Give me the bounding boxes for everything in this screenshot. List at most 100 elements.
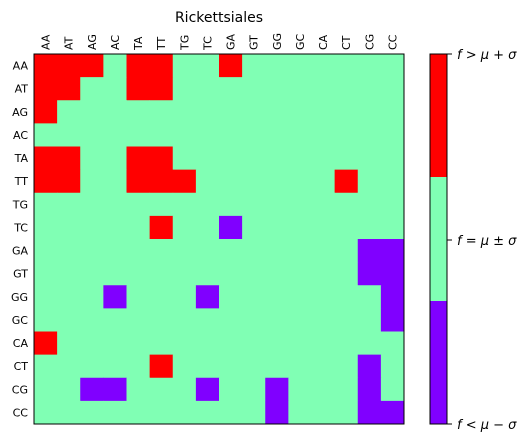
x-tick-label-cc: CC [386,34,399,50]
y-tick-label-tg: TG [12,198,28,211]
heatmap-cell-ct-gg [265,354,289,379]
heatmap-cell-cg-gg [265,377,289,402]
heatmap-cell-at-ca [311,77,336,101]
heatmap-cell-gt-aa [34,262,58,286]
heatmap-cell-ga-ag [80,239,104,263]
heatmap-cell-tt-cg [357,169,382,194]
heatmap-cell-ac-at [57,123,81,147]
heatmap-cell-ac-cc [380,123,405,147]
heatmap-cell-tg-ga [219,192,243,217]
heatmap-cell-ac-ca [311,123,336,147]
heatmap-cell-ag-cg [357,100,382,124]
heatmap-cell-ca-cc [380,331,405,356]
heatmap-cell-aa-ac [103,54,127,78]
x-tick-label-tt: TT [155,36,168,51]
y-tick-label-gc: GC [12,314,29,327]
heatmap-cell-gc-gt [242,308,266,332]
heatmap-cell-tg-aa [34,192,58,217]
heatmap-cell-ta-ta [126,146,151,171]
y-tick-label-ta: TA [14,152,29,165]
heatmap-cell-ct-ac [103,354,127,379]
heatmap-cell-gc-gg [265,308,289,332]
heatmap-cell-ct-ta [126,354,151,379]
plot-frame [33,53,405,425]
heatmap-cell-gc-at [57,308,81,332]
heatmap-cell-ct-gt [242,354,266,379]
heatmap-cell-gt-gc [288,262,312,286]
heatmap-cell-ct-cc [380,354,405,379]
heatmap-cell-cg-tc [195,377,220,402]
heatmap-cell-at-gt [242,77,266,101]
heatmap-cell-tg-ca [311,192,336,217]
x-tick-label-tg: TG [178,35,191,51]
heatmap-cell-tt-at [57,169,81,194]
heatmap-cell-gt-ca [311,262,336,286]
heatmap-cell-ca-at [57,331,81,356]
heatmap-cell-aa-cc [380,54,405,78]
heatmap-cell-gg-ac [103,285,127,309]
heatmap-cell-tt-ct [334,169,359,194]
heatmap-cell-ca-gg [265,331,289,356]
heatmap-cell-cc-ga [219,400,243,425]
heatmap-cell-tc-ac [103,215,127,240]
heatmap-cell-ta-tc [195,146,220,171]
heatmap-cell-gt-cg [357,262,382,286]
heatmap-cell-ct-aa [34,354,58,379]
heatmap-cell-gt-tc [195,262,220,286]
heatmap-cell-gc-ct [334,308,359,332]
heatmap-cell-tg-cc [380,192,405,217]
heatmap-cell-gt-ct [334,262,359,286]
heatmap-cell-ac-gc [288,123,312,147]
heatmap-cell-ta-ag [80,146,104,171]
heatmap-cell-ca-tt [149,331,174,356]
heatmap-cell-tt-gg [265,169,289,194]
y-tick-label-cc: CC [13,406,29,419]
heatmap-cell-ca-ga [219,331,243,356]
heatmap-cell-cc-ca [311,400,336,425]
heatmap-cell-ac-ag [80,123,104,147]
heatmap-cell-tc-ct [334,215,359,240]
heatmap-cell-ag-tc [195,100,220,124]
heatmap-cell-ac-ac [103,123,127,147]
heatmap-cell-ag-ag [80,100,104,124]
heatmap-cell-ta-ac [103,146,127,171]
heatmap-cell-ta-tt [149,146,174,171]
heatmap-cell-gc-ac [103,308,127,332]
heatmap-cell-gg-tc [195,285,220,309]
heatmap-cell-gt-ga [219,262,243,286]
colorbar-mid-segment [430,177,447,301]
heatmap-cell-cg-ac [103,377,127,402]
heatmap-cell-gc-ta [126,308,151,332]
heatmap-cell-gg-gc [288,285,312,309]
heatmap-cell-cg-gc [288,377,312,402]
heatmap-cell-cc-gc [288,400,312,425]
heatmap-cell-gt-ag [80,262,104,286]
heatmap-cell-at-cg [357,77,382,101]
heatmap-cell-ca-ta [126,331,151,356]
heatmap-cell-cc-aa [34,400,58,425]
heatmap-cell-ga-tg [172,239,197,263]
heatmap-cell-gg-ca [311,285,336,309]
heatmap-cell-ac-gg [265,123,289,147]
heatmap-cell-ca-gc [288,331,312,356]
heatmap-cell-aa-ga [219,54,243,78]
heatmap-cell-tc-ca [311,215,336,240]
heatmap-cell-ca-ag [80,331,104,356]
heatmap-cell-tt-cc [380,169,405,194]
heatmap-cell-at-ag [80,77,104,101]
x-tick-label-aa: AA [40,34,53,50]
heatmap-cell-tg-ag [80,192,104,217]
heatmap-cell-tc-gg [265,215,289,240]
x-tick-label-tc: TC [201,36,214,51]
heatmap-cell-cg-aa [34,377,58,402]
heatmap-cell-at-aa [34,77,58,101]
heatmap-cell-ct-tc [195,354,220,379]
heatmap-cell-ca-ac [103,331,127,356]
x-tick-label-gc: GC [294,33,307,50]
heatmap-cell-ga-ta [126,239,151,263]
heatmap-cell-cg-ag [80,377,104,402]
heatmap-cell-tg-at [57,192,81,217]
heatmap-cell-aa-gg [265,54,289,78]
heatmap-cell-gt-ta [126,262,151,286]
